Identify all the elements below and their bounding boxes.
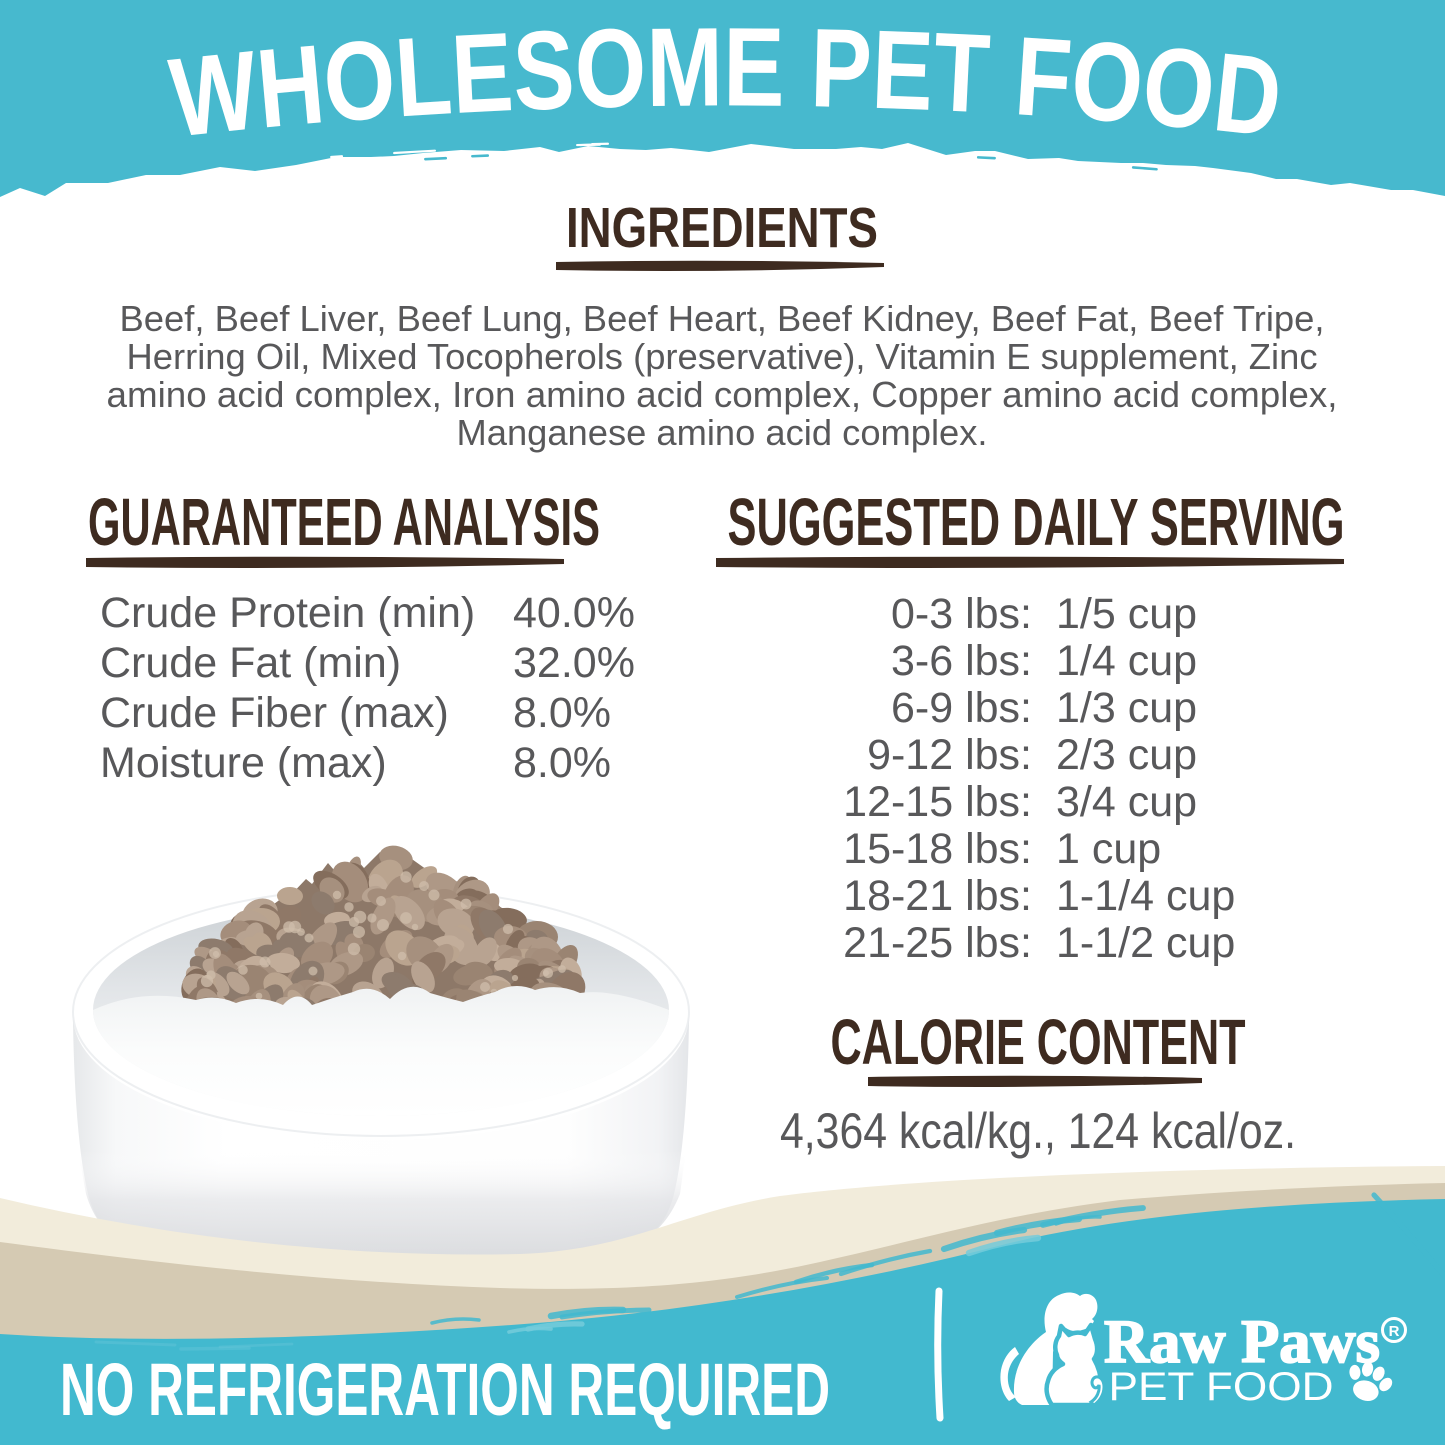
svg-text:Manganese amino acid complex.: Manganese amino acid complex.	[457, 412, 988, 453]
svg-text:1/4 cup: 1/4 cup	[1056, 637, 1197, 685]
svg-text:R: R	[1389, 1323, 1400, 1340]
svg-text:21-25 lbs:: 21-25 lbs:	[843, 919, 1032, 967]
svg-text:1-1/4 cup: 1-1/4 cup	[1056, 872, 1235, 920]
svg-text:4,364 kcal/kg., 124 kcal/oz.: 4,364 kcal/kg., 124 kcal/oz.	[780, 1103, 1296, 1159]
svg-text:amino acid complex, Iron amino: amino acid complex, Iron amino acid comp…	[107, 374, 1338, 415]
svg-text:12-15 lbs:: 12-15 lbs:	[843, 778, 1032, 826]
svg-text:Beef, Beef Liver, Beef Lung, B: Beef, Beef Liver, Beef Lung, Beef Heart,…	[120, 298, 1325, 339]
svg-text:PET FOOD: PET FOOD	[1109, 1365, 1334, 1409]
svg-text:0-3 lbs:: 0-3 lbs:	[891, 590, 1032, 638]
svg-text:6-9 lbs:: 6-9 lbs:	[891, 684, 1032, 732]
svg-text:1/5 cup: 1/5 cup	[1056, 590, 1197, 638]
svg-text:15-18 lbs:: 15-18 lbs:	[843, 825, 1032, 873]
svg-text:32.0%: 32.0%	[513, 639, 635, 687]
svg-text:NO REFRIGERATION REQUIRED: NO REFRIGERATION REQUIRED	[60, 1348, 830, 1431]
svg-text:18-21 lbs:: 18-21 lbs:	[843, 872, 1032, 920]
svg-text:INGREDIENTS: INGREDIENTS	[566, 196, 878, 260]
svg-text:SUGGESTED DAILY SERVING: SUGGESTED DAILY SERVING	[728, 485, 1345, 560]
svg-text:CALORIE CONTENT: CALORIE CONTENT	[831, 1006, 1246, 1078]
svg-text:8.0%: 8.0%	[513, 739, 611, 787]
svg-text:9-12 lbs:: 9-12 lbs:	[867, 731, 1032, 779]
svg-text:Raw Paws: Raw Paws	[1104, 1309, 1380, 1376]
svg-text:1/3 cup: 1/3 cup	[1056, 684, 1197, 732]
svg-text:1 cup: 1 cup	[1056, 825, 1161, 873]
svg-text:Crude Protein (min): Crude Protein (min)	[100, 589, 475, 637]
svg-text:2/3 cup: 2/3 cup	[1056, 731, 1197, 779]
svg-text:8.0%: 8.0%	[513, 689, 611, 737]
svg-text:Crude Fiber (max): Crude Fiber (max)	[100, 689, 449, 737]
svg-text:3/4 cup: 3/4 cup	[1056, 778, 1197, 826]
svg-text:1-1/2 cup: 1-1/2 cup	[1056, 919, 1235, 967]
svg-text:Moisture (max): Moisture (max)	[100, 739, 387, 787]
svg-text:3-6 lbs:: 3-6 lbs:	[891, 637, 1032, 685]
svg-text:40.0%: 40.0%	[513, 589, 635, 637]
svg-text:GUARANTEED ANALYSIS: GUARANTEED ANALYSIS	[88, 485, 600, 560]
svg-text:Crude Fat (min): Crude Fat (min)	[100, 639, 401, 687]
svg-text:Herring Oil, Mixed Tocopherols: Herring Oil, Mixed Tocopherols (preserva…	[127, 336, 1318, 377]
